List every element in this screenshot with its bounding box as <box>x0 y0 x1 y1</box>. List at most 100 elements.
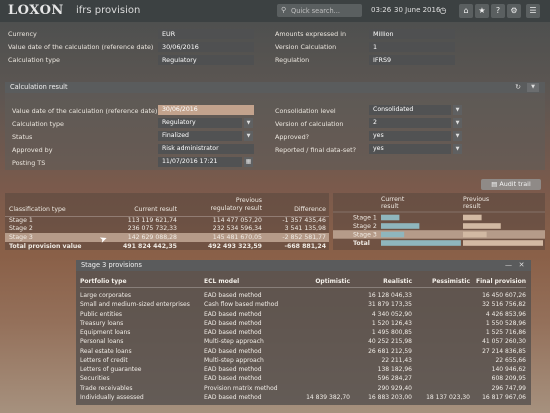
table-row[interactable]: Equipment loans EAD based method 1 495 800… <box>80 328 526 337</box>
audit-trail-label: Audit trail <box>499 180 531 188</box>
cell-optimistic <box>284 319 350 328</box>
chart-category-label: Total <box>353 240 370 247</box>
cr-consolidation-select[interactable]: Consolidated <box>369 105 451 115</box>
cr-approved-by-input[interactable]: Risk administrator <box>158 144 254 154</box>
total-row[interactable]: Total provision value 491 824 442,35 492… <box>5 242 329 251</box>
refresh-icon[interactable]: ↻ <box>515 83 521 91</box>
calculation-result-header: Calculation result <box>5 82 545 93</box>
col-difference: Difference <box>294 206 326 213</box>
classification-table: Classification type Current result Previ… <box>5 193 329 251</box>
chevron-down-icon[interactable]: ▼ <box>453 105 462 115</box>
cell-final: 27 214 836,85 <box>482 347 526 355</box>
value-date-label: Value date of the calculation (reference… <box>8 43 154 51</box>
cr-posting-input[interactable]: 11/07/2016 17:21 <box>158 157 242 167</box>
table-row[interactable]: Treasury loans EAD based method 1 520 126,… <box>80 319 526 328</box>
total-difference: -668 881,24 <box>284 242 326 250</box>
menu-icon[interactable]: ☰ <box>526 4 540 18</box>
cell-realistic: 290 929,40 <box>377 384 412 392</box>
cell-portfolio: Individually assessed <box>80 393 144 401</box>
col-final-provision: Final provision <box>476 278 526 286</box>
cell-ecl: EAD based method <box>204 347 262 355</box>
calendar-icon[interactable]: ▦ <box>244 157 253 167</box>
cell-final: 22 655,66 <box>495 356 526 364</box>
table-row[interactable]: Small and medium-sized enterprises Cash f… <box>80 300 526 309</box>
bar-previous <box>463 214 482 221</box>
cr-calc-type-select[interactable]: Regulatory <box>158 118 242 128</box>
row-previous: 145 481 670,05 <box>212 233 262 241</box>
table-row-selected[interactable]: Stage 3 142 629 088,28 145 481 670,05 -2… <box>5 233 329 242</box>
cell-portfolio: Equipment loans <box>80 329 131 337</box>
cr-approved-by-label: Approved by <box>12 146 53 154</box>
cell-ecl: EAD based method <box>204 310 262 318</box>
cell-final: 140 946,62 <box>491 366 526 374</box>
table-row[interactable]: Stage 2 236 075 732,33 232 534 596,34 3 … <box>5 225 329 234</box>
chevron-down-icon[interactable]: ▼ <box>453 118 462 128</box>
cr-status-select[interactable]: Finalized <box>158 131 242 141</box>
app-logo: LOXON <box>8 3 64 18</box>
star-icon[interactable]: ★ <box>475 4 489 18</box>
table-row[interactable]: Public entities EAD based method 4 340 052… <box>80 310 526 319</box>
current-date: 30 June 2016 <box>394 6 441 14</box>
settings-icon[interactable]: ⚙ <box>507 4 521 18</box>
cr-status-label: Status <box>12 133 33 141</box>
chevron-down-icon[interactable]: ▼ <box>244 118 253 128</box>
row-name: Stage 1 <box>9 217 33 224</box>
cell-optimistic <box>284 347 350 356</box>
table-row[interactable]: Personal loans Multi-step approach 40 252 … <box>80 337 526 346</box>
chevron-down-icon[interactable]: ▼ <box>244 131 253 141</box>
audit-trail-button[interactable]: ▤ Audit trail <box>481 179 541 190</box>
chart-category-label: Stage 2 <box>353 223 377 230</box>
cell-portfolio: Letters of guarantee <box>80 366 142 374</box>
audit-trail-icon: ▤ <box>491 180 500 188</box>
chevron-down-icon[interactable]: ▼ <box>453 131 462 141</box>
close-icon[interactable]: ✕ <box>518 261 525 269</box>
cell-pessimistic <box>412 310 470 319</box>
cell-portfolio: Trade receivables <box>80 384 133 392</box>
cr-approved-select[interactable]: yes <box>369 131 451 141</box>
table-row[interactable]: Trade receivables Provision matrix method… <box>80 384 526 393</box>
col-classification-type: Classification type <box>9 206 66 213</box>
help-icon[interactable]: ? <box>491 4 505 18</box>
col-optimistic: Optimistic <box>315 278 350 286</box>
cell-ecl: Multi-step approach <box>204 338 264 346</box>
table-row[interactable]: Real estate loans EAD based method 26 681 … <box>80 347 526 356</box>
home-icon[interactable]: ⌂ <box>459 4 473 18</box>
row-difference: 3 541 135,98 <box>284 225 326 233</box>
top-bar: LOXON ifrs provision ⚲ Quick search... 0… <box>0 0 550 22</box>
cr-version-select[interactable]: 2 <box>369 118 451 128</box>
chevron-down-icon[interactable]: ▼ <box>453 144 462 154</box>
minimize-icon[interactable]: — <box>505 261 512 269</box>
cell-portfolio: Real estate loans <box>80 347 132 355</box>
regulation-label: Regulation <box>275 56 310 64</box>
cell-portfolio: Personal loans <box>80 338 124 346</box>
clock-icon[interactable]: ◷ <box>439 6 447 15</box>
cell-pessimistic <box>412 328 470 337</box>
table-row[interactable]: Letters of credit Multi-step approach 22 2… <box>80 356 526 365</box>
bar-current <box>381 240 461 246</box>
table-row[interactable]: Individually assessed EAD based method 14 … <box>80 393 526 402</box>
cell-final: 1 550 528,96 <box>485 319 526 327</box>
table-row[interactable]: Large corporates EAD based method 16 128 0… <box>80 291 526 300</box>
chart-panel: Current result Previous result Stage 1 Stage … <box>333 193 545 250</box>
cell-final: 4 426 853,96 <box>485 310 526 318</box>
search-input[interactable]: ⚲ Quick search... <box>277 4 362 17</box>
cr-reported-select[interactable]: yes <box>369 144 451 154</box>
col-previous-result: Previous regulatory result <box>177 193 262 213</box>
cell-portfolio: Treasury loans <box>80 319 124 327</box>
table-row[interactable]: Letters of guarantee EAD based method 138 … <box>80 365 526 374</box>
collapse-icon[interactable]: ▼ <box>527 83 539 92</box>
chart-row-highlight <box>333 230 545 239</box>
cr-value-date-input[interactable]: 30/06/2016 <box>158 105 254 115</box>
table-row[interactable]: Securities EAD based method 596 284,27 608 … <box>80 374 526 383</box>
cell-realistic: 31 879 173,35 <box>368 301 412 309</box>
table-row[interactable]: Stage 1 113 119 621,74 114 477 057,20 -1… <box>5 216 329 225</box>
cell-optimistic <box>284 291 350 300</box>
cell-pessimistic <box>412 365 470 374</box>
bar-previous <box>463 223 501 229</box>
cell-optimistic <box>284 356 350 365</box>
total-name: Total provision value <box>9 242 82 250</box>
app-title: ifrs provision <box>76 5 141 16</box>
calc-type-label: Calculation type <box>8 56 60 64</box>
cell-optimistic <box>284 328 350 337</box>
